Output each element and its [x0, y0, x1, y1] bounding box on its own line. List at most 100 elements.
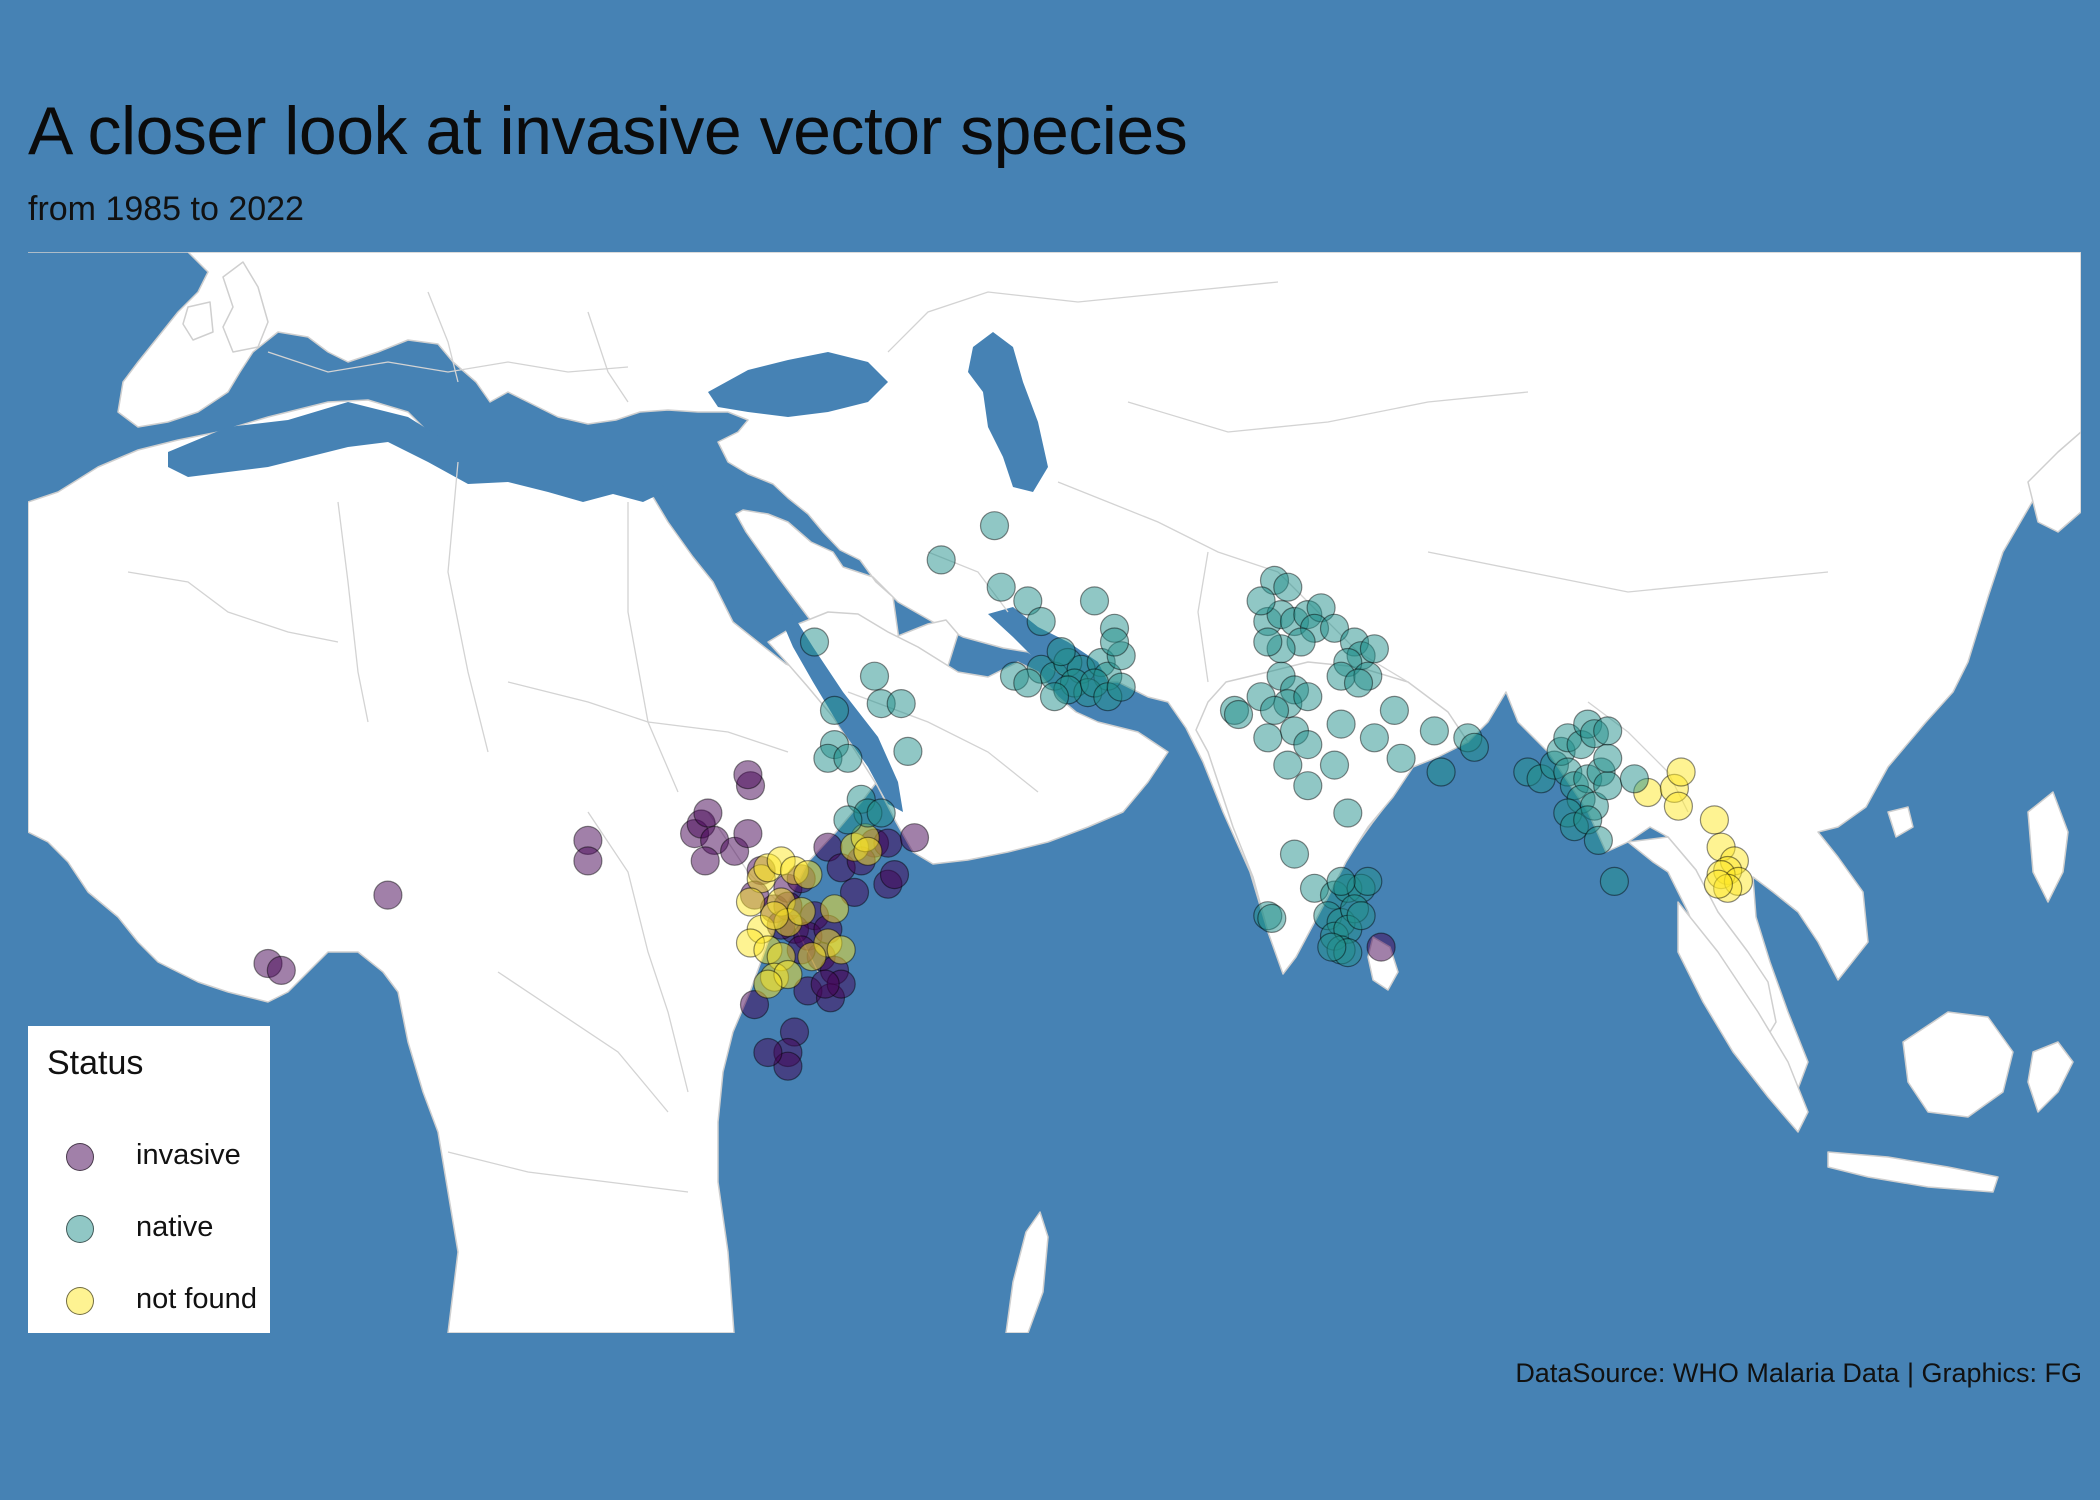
site-point-invasive — [839, 877, 870, 908]
site-point-native — [1379, 695, 1410, 725]
site-point-native — [979, 511, 1010, 541]
border-line — [427, 291, 459, 383]
border-line — [887, 281, 1279, 353]
site-point-native — [1257, 903, 1287, 934]
site-point-not-found — [1663, 791, 1694, 821]
site-point-not-found — [786, 896, 816, 927]
site-point-native — [1013, 668, 1043, 698]
site-point-native — [1319, 750, 1350, 780]
site-point-invasive — [879, 859, 910, 890]
site-point-native — [926, 545, 956, 575]
site-point-native — [833, 805, 863, 835]
site-point-native — [1359, 723, 1390, 753]
site-point-not-found — [1703, 869, 1734, 899]
site-point-native — [1013, 586, 1043, 616]
site-point-native — [1593, 743, 1623, 773]
border-line — [1197, 551, 1209, 683]
legend-item-not-found: not found — [28, 1273, 270, 1333]
taiwan-hainan — [1887, 806, 1914, 838]
site-point-invasive — [373, 880, 403, 910]
site-point-native — [1619, 764, 1650, 794]
site-point-not-found — [826, 935, 856, 965]
site-point-native — [1253, 723, 1283, 753]
border-line — [1057, 481, 1279, 573]
site-point-not-found — [1699, 805, 1730, 835]
site-point-not-found — [853, 836, 883, 866]
site-point-native — [1359, 634, 1390, 664]
site-point-invasive — [266, 955, 296, 986]
site-point-invasive — [573, 846, 603, 876]
site-point-native — [1026, 606, 1056, 637]
map — [28, 252, 2081, 1333]
site-point-native — [1039, 682, 1070, 712]
black-sea — [708, 352, 888, 417]
sulawesi — [2027, 1041, 2074, 1113]
site-point-invasive — [810, 969, 840, 999]
site-point-not-found — [735, 887, 766, 917]
site-point-invasive — [733, 760, 763, 790]
philippines — [2027, 791, 2069, 903]
site-point-not-found — [793, 859, 823, 890]
legend-title: Status — [47, 1044, 144, 1082]
madagascar — [1005, 1211, 1049, 1333]
site-point-invasive — [733, 818, 763, 849]
site-point-native — [833, 743, 863, 773]
site-point-invasive — [899, 823, 930, 853]
borneo — [1902, 1011, 2014, 1118]
site-point-not-found — [819, 894, 850, 924]
site-point-invasive — [773, 1051, 803, 1081]
site-point-not-found — [797, 942, 827, 972]
legend-swatch-not-found — [66, 1287, 94, 1315]
site-point-native — [1259, 695, 1290, 725]
site-point-native — [1293, 682, 1323, 712]
legend-label: invasive — [136, 1139, 241, 1171]
border-line — [627, 502, 679, 793]
border-line — [127, 571, 339, 643]
border-line — [447, 1151, 689, 1193]
site-point-native — [1353, 866, 1383, 897]
site-point-native — [1386, 743, 1416, 773]
sumatra — [1677, 901, 1809, 1133]
border-line — [447, 461, 489, 753]
legend-swatch-invasive — [66, 1143, 94, 1171]
site-point-native — [1333, 798, 1363, 828]
site-point-invasive — [1366, 932, 1396, 962]
border-line — [1127, 391, 1529, 433]
site-point-native — [1246, 586, 1276, 616]
site-point-native — [1426, 757, 1456, 787]
great-britain — [222, 261, 269, 353]
site-point-native — [1599, 866, 1630, 897]
legend-item-native: native — [28, 1201, 270, 1261]
site-point-native — [1346, 901, 1376, 931]
legend-item-invasive: invasive — [28, 1129, 270, 1189]
site-point-native — [1273, 572, 1303, 602]
site-point-native — [1326, 709, 1356, 739]
map-panel — [28, 252, 2081, 1333]
mediterranean-sea — [168, 402, 668, 502]
border-line — [587, 311, 629, 403]
site-point-invasive — [753, 1037, 783, 1068]
border-line — [497, 971, 669, 1113]
site-point-native — [986, 572, 1016, 602]
legend-label: not found — [136, 1283, 257, 1315]
border-line — [337, 501, 369, 723]
site-point-invasive — [739, 989, 770, 1020]
site-point-native — [886, 689, 916, 719]
site-point-native — [1279, 839, 1310, 869]
site-point-invasive — [693, 798, 723, 828]
site-point-native — [859, 661, 890, 691]
page-title: A closer look at invasive vector species — [28, 93, 1188, 169]
site-point-native — [1319, 613, 1350, 643]
border-line — [587, 811, 689, 1093]
border-line — [267, 351, 629, 373]
site-point-native — [1273, 750, 1303, 780]
site-point-native — [1106, 672, 1136, 702]
java — [1827, 1151, 1999, 1193]
site-point-native — [866, 798, 896, 828]
border-line — [507, 681, 789, 753]
site-point-native — [1293, 730, 1323, 760]
site-point-native — [1593, 716, 1623, 746]
eurasia-landmass — [28, 252, 2081, 1103]
site-point-native — [1079, 586, 1110, 616]
site-point-not-found — [759, 901, 790, 931]
